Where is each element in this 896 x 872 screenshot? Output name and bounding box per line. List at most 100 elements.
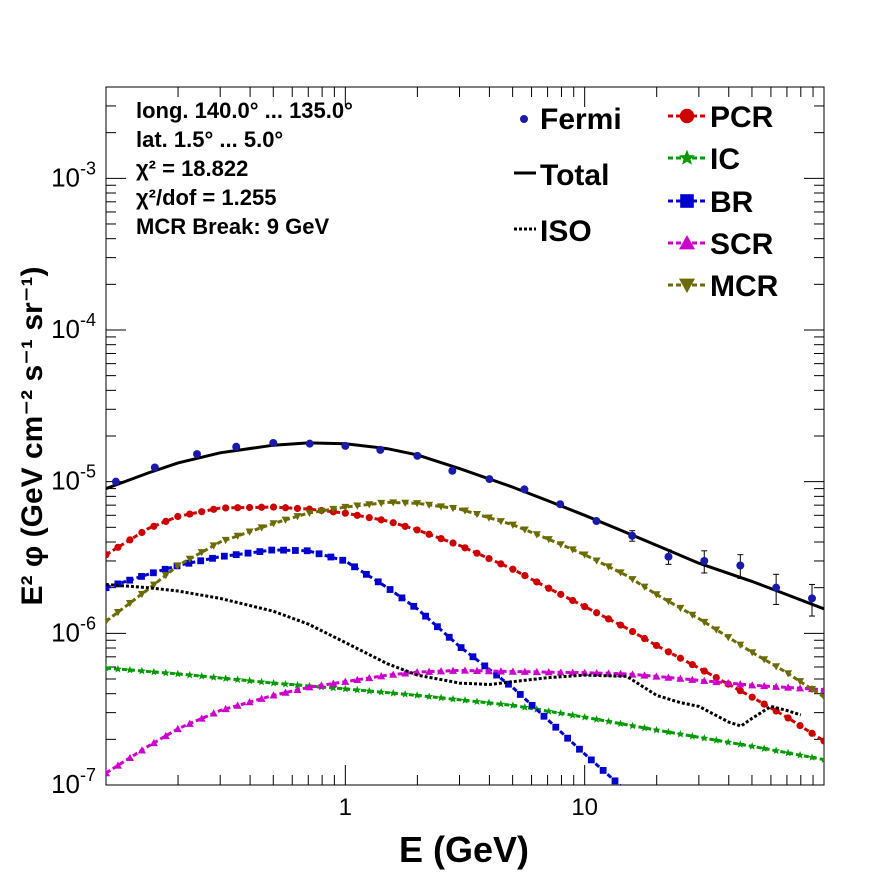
marker-scr (173, 724, 182, 733)
series-line-pcr (106, 505, 824, 743)
fermi-point (111, 477, 120, 486)
marker-pcr (485, 554, 493, 563)
marker-scr (281, 688, 290, 696)
marker-ic (269, 678, 278, 687)
marker-pcr (257, 503, 266, 511)
marker-scr (544, 668, 553, 676)
marker-ic (233, 675, 242, 684)
marker-br (445, 633, 453, 641)
marker-pcr (106, 551, 110, 559)
marker-mcr (137, 590, 146, 599)
legend-marker-pcr (679, 108, 695, 124)
marker-pcr (700, 667, 708, 675)
marker-scr (628, 670, 637, 678)
marker-ic (484, 698, 493, 707)
fermi-point (376, 445, 385, 454)
marker-ic (137, 666, 146, 675)
marker-scr (556, 668, 565, 676)
marker-br (220, 552, 228, 560)
marker-ic (784, 748, 793, 757)
marker-ic (281, 679, 290, 688)
marker-scr (353, 675, 362, 684)
marker-pcr (796, 722, 804, 730)
marker-ic (580, 712, 589, 721)
marker-scr (329, 679, 338, 687)
marker-mcr (317, 507, 326, 515)
fermi-point (192, 450, 201, 459)
series-iso (106, 583, 802, 728)
marker-ic (544, 707, 553, 715)
marker-scr (125, 753, 134, 762)
marker-scr (106, 768, 110, 777)
marker-br (106, 584, 110, 592)
legend-item-iso: ISO (514, 215, 592, 248)
marker-br (303, 547, 311, 555)
marker-pcr (437, 535, 445, 543)
marker-scr (365, 673, 374, 682)
marker-pcr (401, 522, 409, 530)
y-axis-label: E² φ (GeV cm⁻² s⁻¹ sr⁻¹) (16, 266, 49, 605)
fermi-point (700, 556, 709, 565)
marker-mcr (568, 546, 577, 554)
marker-scr (652, 672, 661, 680)
marker-pcr (497, 560, 505, 568)
marker-mcr (748, 649, 757, 657)
marker-mcr (305, 509, 314, 517)
marker-pcr (126, 536, 134, 544)
marker-br (244, 549, 252, 557)
marker-pcr (162, 517, 170, 526)
marker-mcr (676, 604, 685, 613)
marker-scr (484, 667, 493, 675)
marker-mcr (106, 618, 110, 626)
marker-mcr (592, 557, 601, 565)
marker-mcr (353, 502, 362, 510)
marker-pcr (784, 714, 792, 722)
marker-ic (197, 671, 206, 680)
marker-scr (664, 673, 673, 681)
marker-ic (640, 723, 649, 732)
marker-br (564, 734, 572, 742)
marker-mcr (449, 504, 458, 513)
x-tick-labels: 1 10 (339, 794, 598, 821)
marker-mcr (281, 516, 290, 524)
marker-ic (161, 668, 170, 677)
marker-mcr (784, 670, 793, 678)
series-pcr (106, 503, 824, 745)
marker-pcr (820, 737, 824, 745)
marker-br (422, 612, 429, 620)
marker-mcr (401, 499, 410, 507)
marker-mcr (580, 551, 589, 559)
marker-br (339, 556, 347, 564)
marker-br (161, 565, 169, 573)
marker-ic (520, 703, 529, 711)
marker-br (493, 671, 501, 679)
marker-scr (772, 682, 781, 690)
marker-br (505, 680, 512, 688)
marker-ic (664, 727, 673, 736)
marker-mcr (484, 514, 493, 522)
marker-br (540, 712, 548, 720)
marker-br (552, 723, 560, 731)
x-tick-label: 10 (571, 794, 598, 821)
marker-br (599, 766, 607, 774)
marker-ic (796, 750, 805, 759)
marker-mcr (209, 542, 218, 550)
marker-pcr (186, 510, 194, 518)
marker-ic (712, 736, 721, 744)
legend-marker-scr (679, 235, 695, 250)
marker-scr (425, 667, 434, 675)
marker-ic (592, 715, 601, 723)
marker-br (386, 586, 394, 593)
marker-ic (508, 701, 517, 709)
marker-mcr (556, 541, 565, 549)
marker-ic (748, 742, 757, 750)
marker-ic (245, 676, 254, 685)
marker-mcr (245, 528, 254, 536)
legend-marker-ic (679, 149, 695, 165)
marker-mcr (820, 693, 824, 702)
marker-scr (221, 704, 230, 713)
marker-pcr (461, 544, 469, 552)
series-line-total (106, 441, 824, 611)
marker-pcr (509, 565, 517, 573)
